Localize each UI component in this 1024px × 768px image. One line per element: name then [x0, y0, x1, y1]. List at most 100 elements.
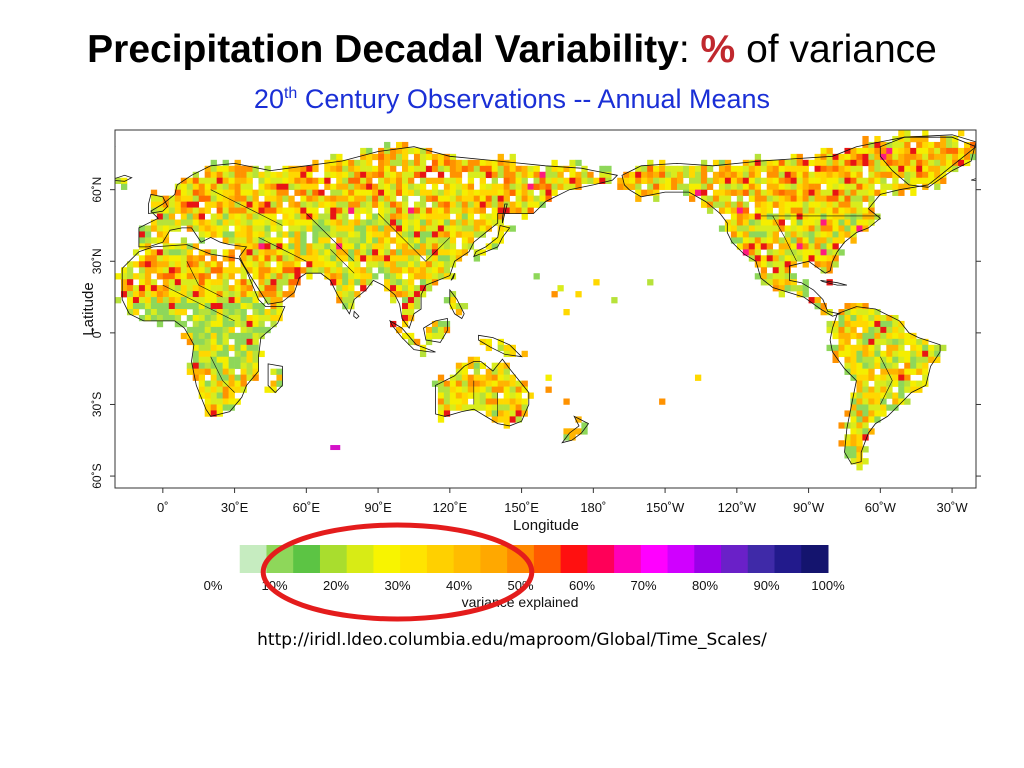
map-cell [958, 130, 965, 137]
map-cell [826, 147, 833, 155]
map-cell [186, 326, 194, 334]
map-cell [473, 231, 481, 238]
map-cell [240, 231, 247, 238]
map-cell [431, 279, 439, 286]
map-cell [276, 309, 283, 316]
map-cell [754, 171, 762, 179]
map-cell [910, 135, 917, 143]
map-cell [856, 362, 863, 369]
coastline-africa [121, 244, 286, 417]
map-cell [413, 255, 421, 262]
map-cell [306, 249, 313, 256]
map-cell [431, 261, 439, 268]
map-cell [503, 398, 510, 405]
map-cell [838, 153, 845, 161]
map-cell [754, 249, 762, 256]
map-cell [210, 231, 217, 238]
map-cell [294, 207, 301, 214]
map-cell [796, 183, 803, 190]
map-cell [814, 165, 821, 173]
map-cell [838, 225, 845, 232]
map-cell [748, 231, 756, 238]
map-cell [742, 201, 750, 208]
map-cell [180, 243, 188, 250]
map-cell [216, 225, 223, 232]
map-cell [216, 374, 223, 381]
map-cell [850, 165, 857, 173]
map-cell [407, 189, 415, 196]
map-cell [210, 404, 217, 411]
map-cell [862, 344, 869, 352]
lon-tick-label: 150˚W [646, 500, 685, 515]
colorbar-tick-label: 40% [446, 578, 472, 593]
map-cell [461, 213, 469, 220]
map-cell [138, 225, 146, 232]
map-cell [886, 326, 893, 334]
map-cell [336, 249, 343, 256]
map-cell [240, 225, 247, 232]
map-cell [916, 177, 923, 184]
country-border [210, 356, 235, 393]
map-cell [521, 195, 528, 202]
map-cell [198, 374, 205, 381]
map-cell [402, 261, 409, 268]
map-cell [575, 428, 582, 435]
map-cell [330, 219, 337, 226]
map-cell [162, 303, 170, 310]
map-cell [222, 159, 229, 167]
map-cell [862, 410, 869, 417]
map-cell [324, 255, 331, 262]
map-cell [318, 201, 325, 208]
map-cell [318, 231, 325, 238]
map-cell [503, 404, 510, 411]
map-cell [372, 231, 379, 238]
map-cell [234, 297, 241, 304]
map-cell [354, 249, 361, 256]
map-cell [330, 261, 337, 268]
map-cell [503, 159, 510, 167]
map-cell [407, 261, 415, 268]
map-cell [228, 362, 235, 369]
map-cell [706, 207, 714, 214]
map-cell [665, 171, 672, 179]
map-cell [360, 225, 367, 232]
map-cell [425, 207, 433, 214]
map-cell [916, 141, 923, 149]
map-cell [892, 171, 899, 179]
map-cell [461, 195, 469, 202]
map-cell [407, 309, 415, 316]
map-cell [479, 213, 487, 220]
map-cell [234, 285, 241, 292]
map-cell [192, 338, 200, 346]
map-cell [150, 255, 158, 262]
map-cell [360, 165, 367, 173]
map-cell [306, 177, 313, 184]
map-cell [402, 141, 409, 149]
map-cell [796, 249, 803, 256]
map-cell [437, 261, 445, 268]
map-cell [874, 362, 881, 369]
map-cell [910, 350, 917, 358]
map-cell [443, 320, 451, 328]
map-cell [910, 159, 917, 167]
map-cell [599, 165, 606, 173]
map-cell [940, 147, 947, 155]
map-cell [844, 338, 851, 346]
map-cell [192, 309, 200, 316]
map-cell [826, 201, 833, 208]
map-cell [545, 374, 552, 381]
map-cell [240, 207, 247, 214]
map-cell [246, 189, 253, 196]
map-cell [258, 285, 265, 292]
map-cell [192, 225, 200, 232]
map-cell [449, 374, 457, 381]
map-cell [186, 332, 194, 340]
map-cell [485, 189, 492, 196]
map-cell [198, 344, 205, 352]
map-cell [443, 159, 451, 167]
map-cell [336, 237, 343, 244]
map-cell [222, 309, 229, 316]
coastline-sri-lanka [353, 310, 360, 320]
map-cell [270, 201, 277, 208]
map-cell [802, 159, 809, 167]
